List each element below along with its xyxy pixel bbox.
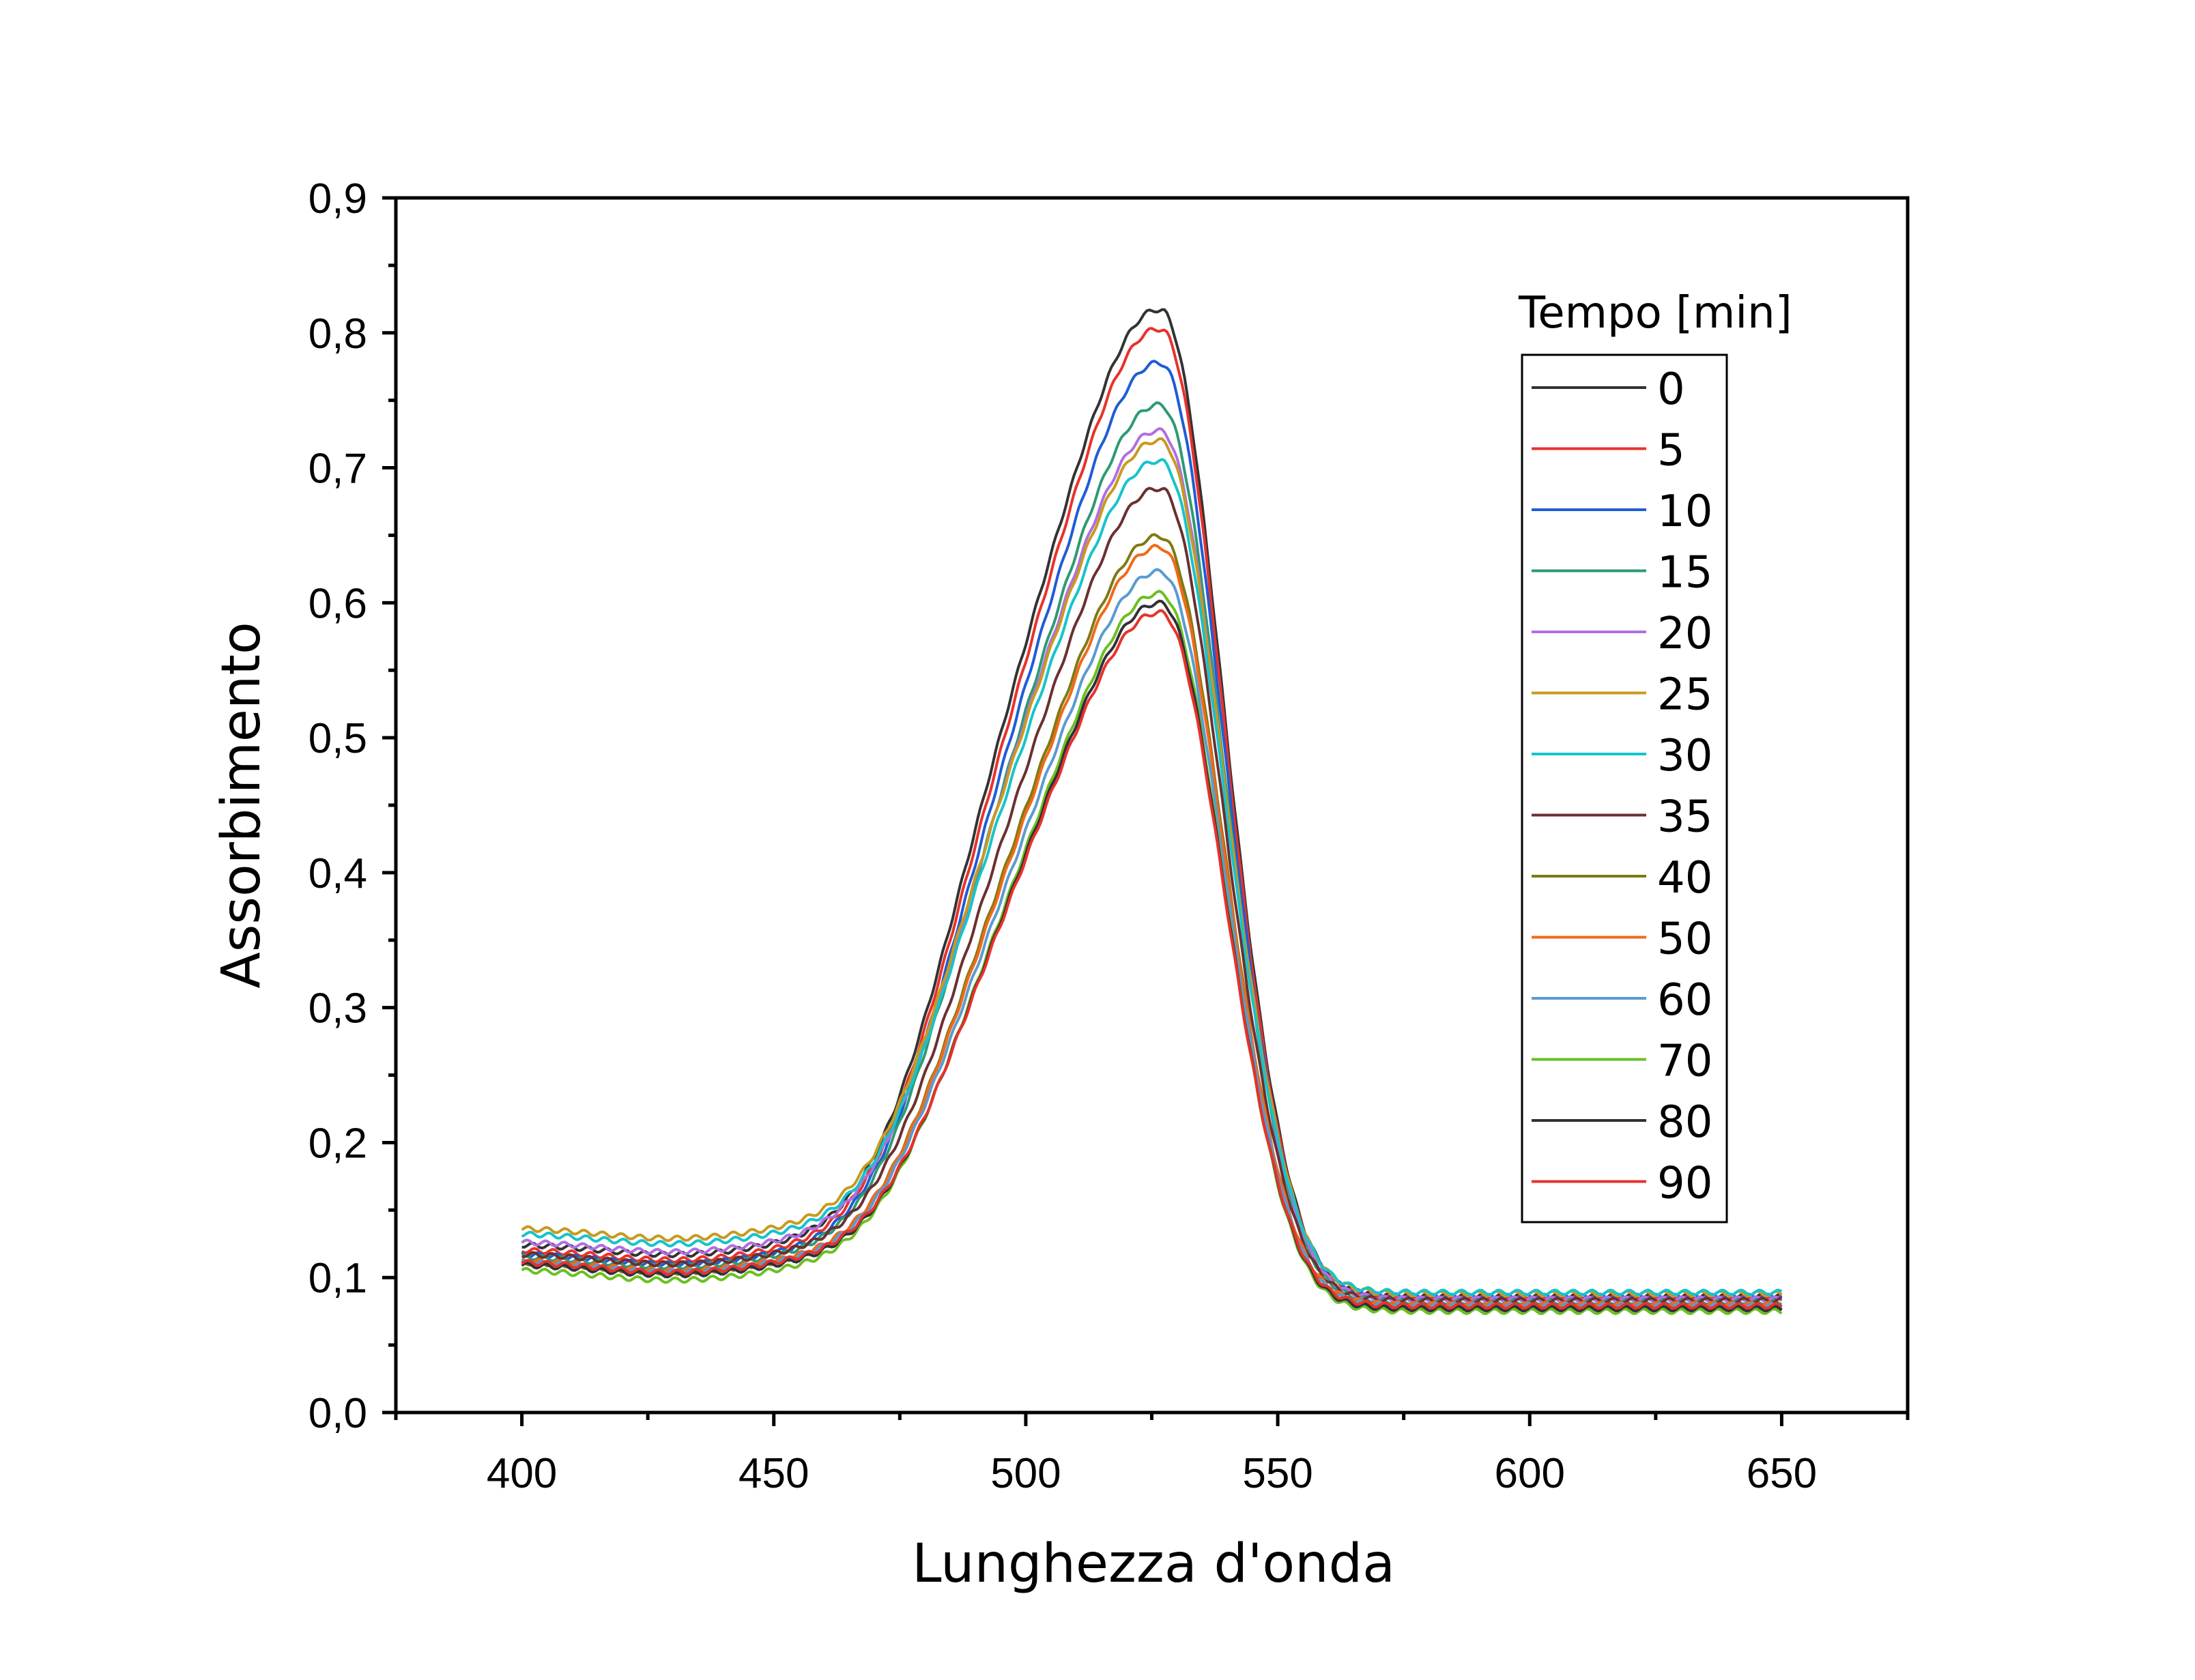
legend-label: 35: [1657, 792, 1712, 843]
legend-label: 70: [1657, 1037, 1712, 1087]
x-tick-label: 400: [487, 1450, 557, 1497]
series-line-70: [521, 590, 1783, 1316]
y-tick-label: 0,8: [309, 310, 367, 358]
y-tick-label: 0,2: [309, 1120, 367, 1167]
legend-label: 50: [1657, 914, 1712, 965]
series-line-40: [521, 533, 1783, 1312]
x-tick-label: 650: [1747, 1450, 1817, 1497]
series-line-80: [521, 599, 1783, 1313]
series-line-25: [521, 437, 1783, 1298]
series-line-10: [521, 360, 1783, 1301]
legend-label: 80: [1657, 1097, 1712, 1148]
legend-box: [1521, 353, 1728, 1223]
legend-label: 10: [1657, 487, 1712, 537]
legend-label: 90: [1657, 1159, 1712, 1209]
series-line-50: [521, 544, 1783, 1309]
legend-label: 0: [1657, 364, 1685, 415]
legend-label: 60: [1657, 975, 1712, 1026]
y-axis-ticks: 0,0 0,1 0,2 0,3 0,4 0,5 0,6 0,7 0,8 0,9: [309, 175, 396, 1437]
legend-label: 20: [1657, 609, 1712, 659]
x-tick-label: 500: [990, 1450, 1061, 1497]
series-line-0: [521, 308, 1782, 1301]
legend-label: 25: [1657, 670, 1712, 721]
legend-label: 30: [1657, 731, 1712, 781]
y-tick-label: 0,7: [309, 446, 367, 493]
y-tick-label: 0,5: [309, 715, 367, 762]
y-tick-label: 0,9: [309, 175, 367, 222]
legend-label: 5: [1657, 426, 1685, 476]
series-line-30: [521, 458, 1783, 1297]
legend-title: Tempo [min]: [1518, 288, 1792, 338]
legend-label: 40: [1657, 853, 1712, 903]
series-line-20: [521, 427, 1783, 1303]
x-tick-label: 600: [1495, 1450, 1565, 1497]
y-tick-label: 0,1: [309, 1255, 367, 1302]
y-axis-label: Assorbimento: [211, 622, 272, 988]
x-tick-label: 550: [1242, 1450, 1312, 1497]
x-axis-ticks: 400 450 500 550 600 650: [394, 1413, 1910, 1497]
x-tick-label: 450: [738, 1450, 809, 1497]
series-line-15: [521, 401, 1782, 1306]
y-tick-label: 0,3: [309, 985, 367, 1032]
y-tick-label: 0,6: [309, 580, 367, 627]
series-lines: [521, 308, 1783, 1316]
series-line-60: [521, 568, 1782, 1310]
series-line-35: [521, 487, 1782, 1305]
series-line-90: [521, 609, 1783, 1310]
y-tick-label: 0,0: [309, 1390, 367, 1437]
x-axis-label: Lunghezza d'onda: [912, 1533, 1395, 1595]
legend-label: 15: [1657, 548, 1712, 598]
y-tick-label: 0,4: [309, 850, 367, 897]
legend: Tempo [min] 0 5 10 15 20 25 30 35 40 50 60 70 80 90: [1518, 288, 1792, 1223]
